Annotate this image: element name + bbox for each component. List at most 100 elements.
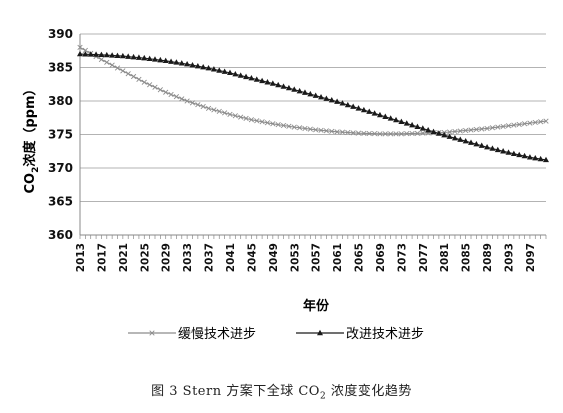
x-tick-label: 2081 xyxy=(439,243,451,272)
data-point xyxy=(334,129,340,135)
data-point xyxy=(285,84,292,91)
data-point xyxy=(398,118,405,124)
data-point xyxy=(318,127,324,133)
data-point xyxy=(222,110,228,116)
data-point xyxy=(478,142,485,148)
data-point xyxy=(345,129,351,136)
data-point xyxy=(382,131,388,137)
data-point xyxy=(114,65,121,71)
y-tick-label: 390 xyxy=(48,27,73,41)
data-point xyxy=(210,66,217,72)
data-point xyxy=(147,82,153,88)
legend-label: 缓慢技术进步 xyxy=(178,326,256,342)
data-point xyxy=(441,131,448,138)
data-point xyxy=(505,149,512,155)
data-point xyxy=(130,73,137,80)
data-point xyxy=(104,59,110,65)
data-point xyxy=(339,129,346,135)
data-point xyxy=(388,131,394,137)
data-point xyxy=(457,136,464,142)
data-point xyxy=(109,62,115,68)
x-tick-label: 2065 xyxy=(354,243,366,272)
x-tick-label: 2073 xyxy=(396,243,408,272)
data-point xyxy=(259,119,265,125)
data-point xyxy=(103,51,110,58)
data-point xyxy=(77,50,83,57)
data-point xyxy=(302,125,308,132)
data-point xyxy=(189,100,196,106)
data-point xyxy=(468,127,474,133)
data-point xyxy=(376,111,383,118)
data-point xyxy=(275,81,282,88)
data-point xyxy=(82,51,89,57)
data-point xyxy=(307,90,314,97)
data-point xyxy=(87,51,94,57)
data-point xyxy=(360,106,367,113)
data-point xyxy=(366,108,373,114)
x-tick-label: 2025 xyxy=(139,243,151,272)
data-point xyxy=(189,61,196,68)
data-point xyxy=(168,91,174,98)
data-point xyxy=(184,98,190,104)
data-point xyxy=(243,115,249,122)
data-point xyxy=(430,128,437,135)
data-point xyxy=(93,51,100,57)
data-point xyxy=(296,87,303,94)
data-point xyxy=(98,51,105,57)
data-point xyxy=(291,86,298,92)
data-point xyxy=(479,126,485,132)
data-point xyxy=(205,64,212,71)
data-point xyxy=(543,156,549,163)
data-point xyxy=(157,56,164,63)
data-point xyxy=(414,123,421,129)
data-point xyxy=(543,118,549,124)
data-point xyxy=(393,131,399,137)
data-point xyxy=(323,128,330,134)
data-point xyxy=(264,79,271,85)
data-point xyxy=(521,152,528,159)
data-point xyxy=(494,146,501,153)
data-point xyxy=(259,77,266,84)
data-point xyxy=(120,68,126,74)
data-point xyxy=(516,151,523,158)
data-point xyxy=(264,120,271,126)
data-point xyxy=(500,123,506,130)
data-point xyxy=(216,108,222,115)
data-point xyxy=(495,124,501,130)
data-point xyxy=(227,111,233,118)
data-point xyxy=(130,53,137,60)
data-point xyxy=(280,83,287,89)
x-tick-label: 2093 xyxy=(504,243,516,272)
data-point xyxy=(323,95,330,101)
data-point xyxy=(339,100,346,106)
data-point xyxy=(473,141,480,147)
data-point xyxy=(510,150,517,156)
data-point xyxy=(98,56,105,63)
data-point xyxy=(254,118,260,124)
x-tick-label: 2097 xyxy=(525,243,537,272)
data-point xyxy=(403,120,410,126)
data-point xyxy=(462,138,469,144)
data-point xyxy=(457,128,463,134)
data-point xyxy=(463,127,469,134)
data-point xyxy=(484,125,490,132)
data-point xyxy=(232,71,239,77)
data-point xyxy=(226,69,233,76)
x-tick-label: 2069 xyxy=(375,243,387,272)
data-point xyxy=(382,113,389,119)
y-tick-label: 360 xyxy=(48,228,73,242)
data-point xyxy=(301,89,308,95)
x-tick-label: 2041 xyxy=(225,243,237,272)
data-point xyxy=(119,52,126,59)
data-point xyxy=(489,125,496,131)
y-tick-label: 375 xyxy=(48,128,73,142)
caption-subscript: 2 xyxy=(319,391,327,402)
x-tick-label: 2089 xyxy=(482,243,494,272)
data-point xyxy=(355,130,362,136)
y-tick-label: 370 xyxy=(48,161,73,175)
data-point xyxy=(328,96,335,103)
data-point xyxy=(179,96,185,102)
series-2 xyxy=(77,50,549,163)
data-point xyxy=(537,155,544,162)
